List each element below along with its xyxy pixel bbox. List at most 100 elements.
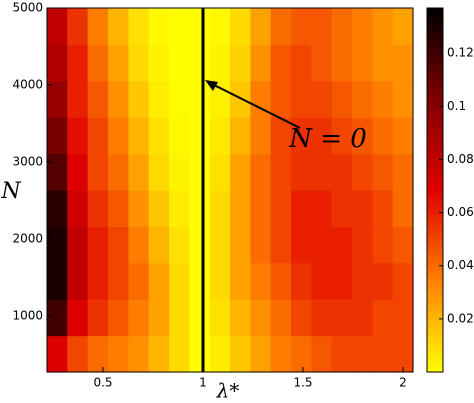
heatmap-cell — [108, 299, 129, 337]
heatmap-cell — [209, 117, 231, 155]
heatmap-cell — [67, 7, 89, 45]
heatmap-cell — [372, 80, 394, 118]
heatmap-cell — [189, 44, 211, 82]
heatmap-cell — [230, 299, 251, 337]
heatmap-cell — [148, 299, 170, 337]
heatmap-cell — [352, 80, 373, 118]
heatmap-cell — [47, 226, 68, 264]
heatmap-cell — [352, 335, 373, 373]
heatmap-cell — [108, 335, 129, 373]
heatmap-cell — [128, 262, 150, 300]
heatmap-cell — [392, 153, 414, 191]
heatmap-cell — [148, 189, 170, 227]
heatmap-cell — [311, 226, 333, 264]
heatmap-cell — [108, 153, 129, 191]
heatmap-cell — [331, 335, 353, 373]
heatmap-cell — [331, 44, 353, 82]
heatmap-cell — [311, 189, 333, 227]
heatmap-cell — [47, 335, 68, 373]
heatmap-cell — [352, 117, 373, 155]
heatmap-cell — [352, 189, 373, 227]
colorbar-tick-label: 0.02 — [447, 311, 474, 325]
heatmap-cell — [230, 335, 251, 373]
heatmap-cell — [189, 80, 211, 118]
heatmap-cell — [189, 7, 211, 45]
heatmap-cell — [67, 44, 89, 82]
heatmap-cell — [291, 335, 312, 373]
heatmap-cell — [291, 7, 312, 45]
heatmap-cell — [128, 335, 150, 373]
heatmap-cell — [250, 7, 272, 45]
heatmap-cell — [209, 299, 231, 337]
heatmap-cell — [148, 153, 170, 191]
colorbar-tick-label: 0.1 — [447, 99, 466, 113]
heatmap-cell — [331, 299, 353, 337]
heatmap-cell — [87, 226, 109, 264]
heatmap-cell — [47, 117, 68, 155]
heatmap-cell — [392, 7, 414, 45]
heatmap-cell — [209, 335, 231, 373]
heatmap-cell — [148, 44, 170, 82]
heatmap-cell — [47, 44, 68, 82]
heatmap-cell — [331, 117, 353, 155]
heatmap-cell — [250, 299, 272, 337]
heatmap-cell — [47, 153, 68, 191]
heatmap-cell — [331, 7, 353, 45]
heatmap-cell — [148, 117, 170, 155]
heatmap-cell — [189, 299, 211, 337]
y-tick-label: 2000 — [12, 231, 43, 245]
heatmap-cell — [311, 80, 333, 118]
heatmap-cell — [311, 44, 333, 82]
heatmap-cell — [108, 262, 129, 300]
heatmap-cell — [108, 189, 129, 227]
heatmap-cell — [311, 299, 333, 337]
heatmap-cell — [372, 226, 394, 264]
heatmap-cell — [169, 299, 190, 337]
heatmap-cell — [209, 189, 231, 227]
heatmap-cell — [250, 335, 272, 373]
heatmap-cell — [331, 189, 353, 227]
heatmap-cell — [169, 335, 190, 373]
heatmap-cell — [230, 226, 251, 264]
heatmap-cell — [87, 153, 109, 191]
heatmap-cell — [392, 44, 414, 82]
colorbar-tick-label: 0.04 — [447, 258, 474, 272]
heatmap-cell — [331, 226, 353, 264]
colorbar-tick-label: 0.12 — [447, 46, 474, 60]
annotation: N = 0 — [288, 124, 367, 154]
heatmap-cell — [67, 262, 89, 300]
heatmap-cell — [230, 7, 251, 45]
heatmap-cell — [67, 117, 89, 155]
heatmap-cell — [189, 226, 211, 264]
heatmap-cell — [392, 189, 414, 227]
heatmap-cell — [128, 44, 150, 82]
annotation-arrowhead — [205, 80, 218, 91]
heatmap-cell — [189, 153, 211, 191]
y-tick-label: 1000 — [12, 308, 43, 322]
heatmap-cell — [250, 117, 272, 155]
heatmap-cell — [189, 189, 211, 227]
heatmap — [47, 7, 414, 373]
heatmap-cell — [270, 44, 292, 82]
heatmap-cell — [169, 44, 190, 82]
heatmap-cell — [270, 262, 292, 300]
heatmap-cell — [250, 153, 272, 191]
heatmap-cell — [230, 189, 251, 227]
heatmap-cell — [128, 80, 150, 118]
colorbar-tick-label: 0.06 — [447, 205, 474, 219]
heatmap-cell — [270, 153, 292, 191]
heatmap-cell — [372, 262, 394, 300]
heatmap-cell — [169, 189, 190, 227]
heatmap-cell — [169, 117, 190, 155]
heatmap-cell — [392, 335, 414, 373]
heatmap-cell — [291, 299, 312, 337]
x-tick-label: 0.5 — [93, 376, 112, 390]
colorbar — [426, 7, 444, 373]
x-tick-label: 1 — [199, 376, 207, 390]
x-tick-label: 1.5 — [293, 376, 312, 390]
heatmap-cell — [352, 226, 373, 264]
heatmap-cell — [189, 117, 211, 155]
heatmap-cell — [87, 44, 109, 82]
heatmap-cell — [169, 7, 190, 45]
y-tick-label: 4000 — [12, 77, 43, 91]
